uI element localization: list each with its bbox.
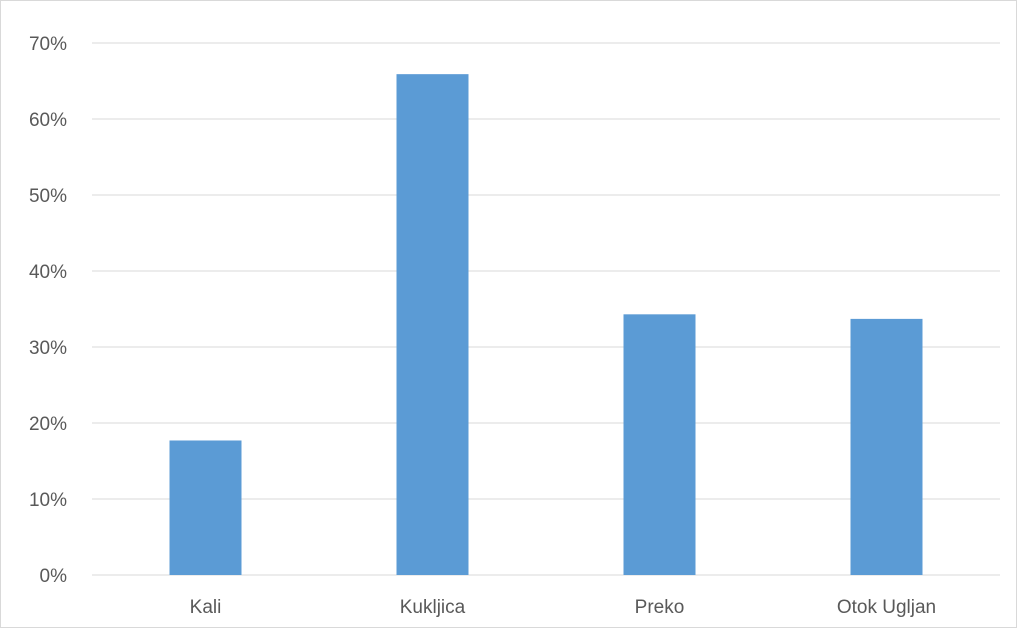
x-tick-label: Kukljica [400, 597, 466, 618]
bar-preko [623, 314, 696, 575]
y-tick-label: 40% [29, 262, 67, 283]
x-tick-label: Kali [190, 597, 222, 618]
x-tick-label: Preko [635, 597, 685, 618]
y-tick-label: 60% [29, 110, 67, 131]
x-tick-label: Otok Ugljan [837, 597, 936, 618]
x-axis-ticks: Kali Kukljica Preko Otok Ugljan [190, 597, 936, 618]
bar-kukljica [396, 74, 469, 575]
y-tick-label: 20% [29, 414, 67, 435]
gridlines [92, 42, 1000, 576]
y-tick-label: 70% [29, 34, 67, 55]
y-tick-label: 30% [29, 338, 67, 359]
y-tick-label: 50% [29, 186, 67, 207]
y-tick-label: 0% [40, 566, 68, 587]
y-tick-label: 10% [29, 490, 67, 511]
bars [169, 74, 923, 575]
bar-kali [169, 440, 242, 575]
bar-otok-ugljan [850, 318, 923, 575]
y-axis-ticks: 0% 10% 20% 30% 40% 50% 60% 70% [29, 34, 67, 587]
